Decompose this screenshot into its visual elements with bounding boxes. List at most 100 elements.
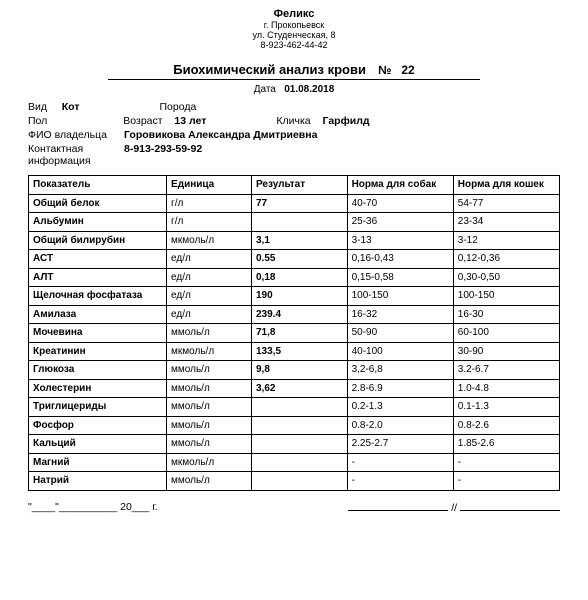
cell-norm-cat: 3-12 <box>453 231 559 250</box>
cell-result <box>252 435 348 454</box>
number-label: № <box>378 63 391 77</box>
cell-norm-dog: - <box>347 472 453 491</box>
date-value: 01.08.2018 <box>284 84 334 95</box>
owner-value: Горовикова Александра Дмитриевна <box>124 129 317 141</box>
table-row: Глюкозаммоль/л9,83,2-6,83.2-6.7 <box>29 361 560 380</box>
cell-unit: ммоль/л <box>167 324 252 343</box>
cell-norm-cat: 60-100 <box>453 324 559 343</box>
number-value: 22 <box>401 63 414 77</box>
lab-report-page: Феликс г. Прокопьевск ул. Студенческая, … <box>0 0 588 514</box>
table-row: АСТед/л0.550,16-0,430,12-0,36 <box>29 250 560 269</box>
org-street: ул. Студенческая, 8 <box>28 30 560 40</box>
table-row: Фосформмоль/л0.8-2.00.8-2.6 <box>29 416 560 435</box>
cell-result: 71,8 <box>252 324 348 343</box>
org-city: г. Прокопьевск <box>28 20 560 30</box>
cell-unit: г/л <box>167 213 252 232</box>
cell-norm-cat: 1.85-2.6 <box>453 435 559 454</box>
cell-indicator: Общий билирубин <box>29 231 167 250</box>
cell-indicator: Глюкоза <box>29 361 167 380</box>
letterhead: Феликс г. Прокопьевск ул. Студенческая, … <box>28 8 560 50</box>
cell-result: 3,1 <box>252 231 348 250</box>
table-row: Альбуминг/л25-3623-34 <box>29 213 560 232</box>
cell-norm-dog: 40-70 <box>347 194 453 213</box>
col-unit: Единица <box>167 176 252 195</box>
date-row: Дата 01.08.2018 <box>28 84 560 95</box>
owner-label: ФИО владельца <box>28 129 118 141</box>
cell-result: 239.4 <box>252 305 348 324</box>
cell-norm-cat: 0.1-1.3 <box>453 398 559 417</box>
cell-norm-cat: 0,30-0,50 <box>453 268 559 287</box>
sex-label: Пол <box>28 115 47 127</box>
cell-result <box>252 416 348 435</box>
cell-indicator: Фосфор <box>29 416 167 435</box>
cell-unit: ммоль/л <box>167 416 252 435</box>
contact-value: 8-913-293-59-92 <box>124 143 202 167</box>
cell-norm-dog: 2.25-2.7 <box>347 435 453 454</box>
cell-norm-cat: 100-150 <box>453 287 559 306</box>
cell-unit: ед/л <box>167 268 252 287</box>
cell-indicator: Триглицериды <box>29 398 167 417</box>
cell-indicator: Общий белок <box>29 194 167 213</box>
cell-unit: ед/л <box>167 305 252 324</box>
petname-label: Кличка <box>276 115 310 127</box>
cell-indicator: Холестерин <box>29 379 167 398</box>
table-body: Общий белокг/л7740-7054-77Альбуминг/л25-… <box>29 194 560 490</box>
cell-unit: ммоль/л <box>167 472 252 491</box>
cell-norm-cat: - <box>453 472 559 491</box>
cell-unit: ммоль/л <box>167 361 252 380</box>
petname-value: Гарфилд <box>323 115 370 127</box>
table-row: Щелочная фосфатазаед/л190100-150100-150 <box>29 287 560 306</box>
table-row: Кальцийммоль/л2.25-2.71.85-2.6 <box>29 435 560 454</box>
col-result: Результат <box>252 176 348 195</box>
cell-unit: мкмоль/л <box>167 453 252 472</box>
contact-label: Контактная информация <box>28 143 118 167</box>
cell-unit: ед/л <box>167 250 252 269</box>
table-row: Холестеринммоль/л3,622.8-6.91.0-4.8 <box>29 379 560 398</box>
breed-label: Порода <box>159 101 196 113</box>
cell-norm-dog: 0.8-2.0 <box>347 416 453 435</box>
cell-norm-dog: 3,2-6,8 <box>347 361 453 380</box>
cell-indicator: Щелочная фосфатаза <box>29 287 167 306</box>
cell-result: 77 <box>252 194 348 213</box>
signature-footer: "____"__________ 20___ г. // <box>28 501 560 514</box>
org-phone: 8-923-462-44-42 <box>28 40 560 50</box>
cell-norm-cat: 23-34 <box>453 213 559 232</box>
cell-norm-cat: - <box>453 453 559 472</box>
cell-indicator: Альбумин <box>29 213 167 232</box>
cell-norm-cat: 0,12-0,36 <box>453 250 559 269</box>
cell-unit: ммоль/л <box>167 398 252 417</box>
sig-sep: // <box>451 502 457 514</box>
cell-unit: мкмоль/л <box>167 231 252 250</box>
age-value: 13 лет <box>174 115 206 127</box>
cell-norm-cat: 1.0-4.8 <box>453 379 559 398</box>
cell-result <box>252 213 348 232</box>
cell-norm-dog: 3-13 <box>347 231 453 250</box>
cell-indicator: Магний <box>29 453 167 472</box>
table-row: Мочевинаммоль/л71,850-9060-100 <box>29 324 560 343</box>
date-label: Дата <box>254 84 276 95</box>
cell-norm-dog: 2.8-6.9 <box>347 379 453 398</box>
table-row: Общий билирубинмкмоль/л3,13-133-12 <box>29 231 560 250</box>
cell-result: 0,18 <box>252 268 348 287</box>
title-bar: Биохимический анализ крови № 22 <box>108 62 480 80</box>
table-row: Натрийммоль/л-- <box>29 472 560 491</box>
species-label: Вид <box>28 101 47 113</box>
table-row: Общий белокг/л7740-7054-77 <box>29 194 560 213</box>
col-norm-cat: Норма для кошек <box>453 176 559 195</box>
cell-indicator: АСТ <box>29 250 167 269</box>
date-template: "____"__________ 20___ г. <box>28 501 158 514</box>
cell-result <box>252 472 348 491</box>
cell-indicator: Креатинин <box>29 342 167 361</box>
cell-result <box>252 453 348 472</box>
table-row: Креатининмкмоль/л133,540-10030-90 <box>29 342 560 361</box>
signature-slot: // <box>348 501 560 514</box>
col-indicator: Показатель <box>29 176 167 195</box>
cell-unit: мкмоль/л <box>167 342 252 361</box>
cell-unit: г/л <box>167 194 252 213</box>
cell-norm-dog: 0,16-0,43 <box>347 250 453 269</box>
species-value: Кот <box>62 101 80 113</box>
table-row: Магниймкмоль/л-- <box>29 453 560 472</box>
table-row: Амилазаед/л239.416-3216-30 <box>29 305 560 324</box>
cell-unit: ммоль/л <box>167 379 252 398</box>
report-title: Биохимический анализ крови <box>173 62 366 77</box>
